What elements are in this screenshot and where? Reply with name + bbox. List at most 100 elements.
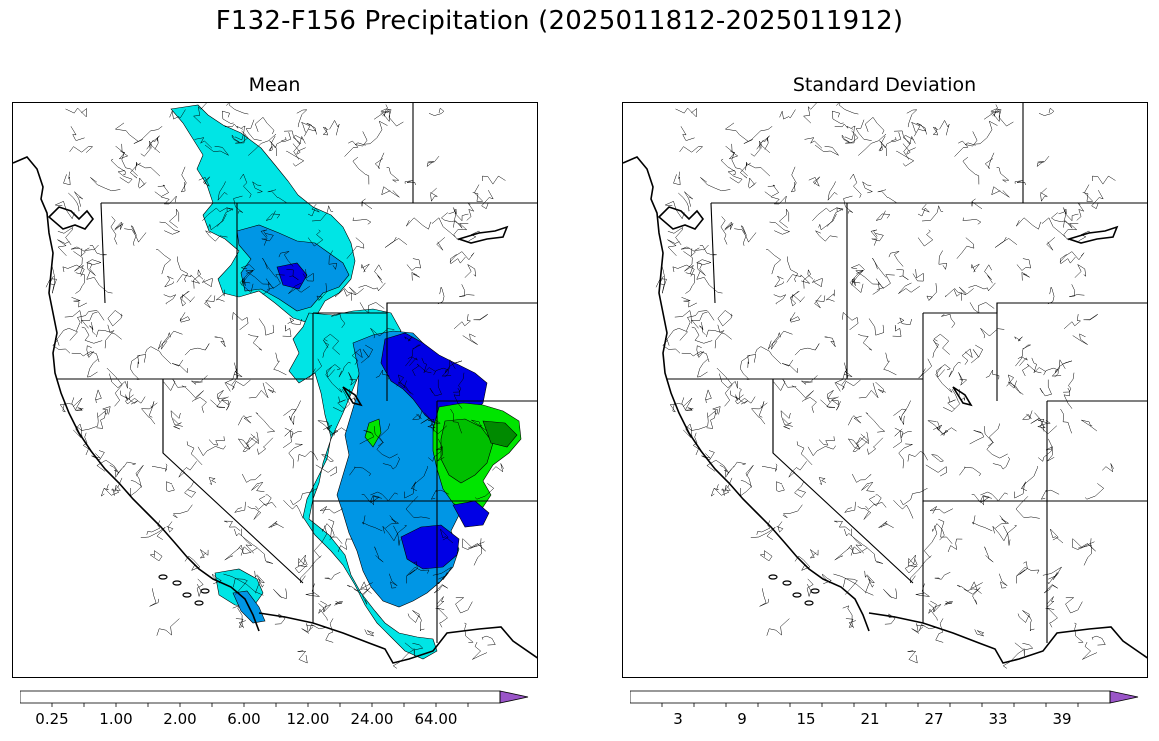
watershed-boundary <box>825 289 835 302</box>
watershed-boundary <box>73 423 83 438</box>
watershed-boundary <box>178 461 197 478</box>
watershed-boundary <box>954 286 974 296</box>
watershed-boundary <box>935 366 953 393</box>
watershed-boundary <box>834 547 853 561</box>
watershed-boundary <box>925 464 947 477</box>
watershed-boundary <box>904 558 918 574</box>
watershed-boundary <box>225 379 251 390</box>
watershed-boundary <box>411 466 428 492</box>
watershed-boundary <box>845 618 856 628</box>
colorbar-tick-label: 0.25 <box>35 710 69 728</box>
watershed-boundary <box>352 217 372 225</box>
watershed-boundary <box>348 389 355 401</box>
watershed-boundary <box>764 184 779 197</box>
watershed-boundary <box>205 230 228 242</box>
watershed-boundary <box>1063 372 1075 393</box>
watershed-boundary <box>96 409 107 429</box>
watershed-boundary <box>306 122 317 135</box>
watershed-boundary <box>323 421 333 431</box>
watershed-boundary <box>114 122 139 142</box>
watershed-boundary <box>404 336 413 342</box>
coastline <box>13 156 260 632</box>
watershed-boundary <box>450 254 466 265</box>
watershed-boundary <box>900 487 928 506</box>
watershed-boundary <box>172 359 188 374</box>
watershed-boundary <box>381 186 400 198</box>
watershed-boundary <box>843 195 853 214</box>
watershed-boundary <box>326 364 341 378</box>
watershed-boundary <box>435 237 446 251</box>
region-blue-sw <box>400 524 460 570</box>
watershed-boundary <box>287 317 302 325</box>
watershed-boundary <box>984 546 994 563</box>
watershed-boundary <box>468 544 482 566</box>
watershed-boundary <box>1021 410 1033 420</box>
watershed-boundary <box>714 477 733 496</box>
watershed-boundary <box>294 558 308 574</box>
watershed-boundary <box>119 387 132 400</box>
watershed-boundary <box>166 481 175 492</box>
watershed-boundary <box>374 264 383 284</box>
watershed-boundary <box>740 480 753 497</box>
watershed-boundary <box>1047 571 1059 585</box>
watershed-boundary <box>969 302 995 314</box>
watershed-boundary <box>247 506 262 520</box>
watershed-boundary <box>830 399 841 411</box>
watershed-boundary <box>149 588 159 607</box>
watershed-boundary <box>370 328 395 339</box>
colorbar-tick-label: 9 <box>737 710 747 728</box>
watershed-boundary <box>780 410 793 427</box>
watershed-boundary <box>1083 313 1098 321</box>
colorbar-tick-label: 27 <box>924 710 944 728</box>
watershed-boundary <box>255 502 277 510</box>
watershed-boundary <box>995 515 1010 529</box>
watershed-boundary <box>1017 561 1028 576</box>
watershed-boundary <box>1078 544 1092 566</box>
watershed-boundary <box>970 581 983 594</box>
watershed-boundary <box>297 650 308 664</box>
watershed-boundary <box>474 483 495 500</box>
watershed-boundary <box>847 544 862 556</box>
watershed-boundary <box>337 538 353 553</box>
watershed-boundary <box>95 389 102 404</box>
watershed-boundary <box>794 481 807 498</box>
watershed-boundary <box>217 181 228 202</box>
watershed-boundary <box>990 104 1000 114</box>
watershed-boundary <box>1063 314 1082 329</box>
watershed-boundary <box>690 412 709 438</box>
watershed-boundary <box>194 137 213 149</box>
watershed-boundary <box>1069 284 1085 298</box>
watershed-boundary <box>148 401 155 418</box>
watershed-boundary <box>463 538 486 552</box>
watershed-boundary <box>759 550 773 562</box>
watershed-boundary <box>898 443 913 469</box>
watershed-boundary <box>720 158 736 176</box>
watershed-boundary <box>934 571 951 580</box>
watershed-boundary <box>283 130 306 145</box>
watershed-boundary <box>1084 483 1105 500</box>
watershed-boundary <box>220 399 231 411</box>
watershed-boundary <box>832 110 844 124</box>
watershed-boundary <box>857 506 872 520</box>
watershed-boundary <box>1021 466 1038 492</box>
watershed-boundary <box>170 410 183 427</box>
watershed-boundary <box>284 427 302 438</box>
watershed-boundary <box>759 588 769 607</box>
watershed-boundary <box>790 166 797 193</box>
island <box>194 600 204 606</box>
watershed-boundary <box>278 251 294 267</box>
watershed-boundary <box>944 288 962 301</box>
watershed-boundary <box>1036 155 1050 168</box>
watershed-boundary <box>222 110 234 124</box>
island <box>810 588 820 594</box>
watershed-boundary <box>789 312 801 323</box>
watershed-boundary <box>923 525 938 559</box>
watershed-boundary <box>172 504 193 519</box>
watershed-boundary <box>110 158 126 176</box>
region-blue-sw2 <box>452 500 490 528</box>
watershed-boundary <box>1082 641 1098 660</box>
watershed-boundary <box>993 109 1014 127</box>
watershed-boundary <box>361 198 373 210</box>
watershed-boundary <box>716 367 733 407</box>
watershed-boundary <box>322 126 329 136</box>
